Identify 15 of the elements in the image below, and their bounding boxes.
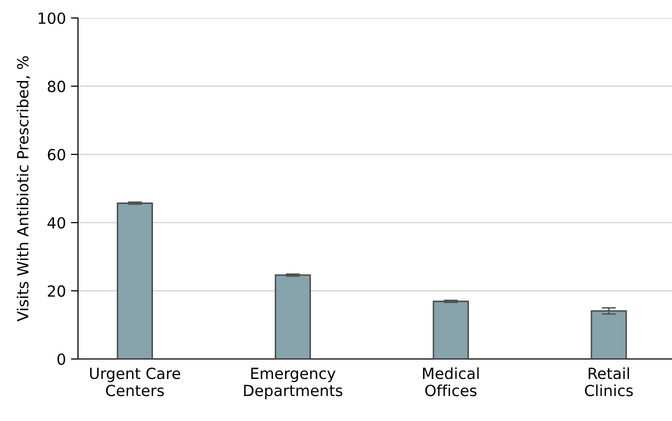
bar (590, 310, 627, 359)
y-axis-title: Visits With Antibiotic Prescribed, % (16, 56, 30, 322)
y-tick-label: 40 (48, 217, 66, 229)
y-tick-label: 0 (57, 353, 66, 366)
y-tick-label: 20 (48, 285, 66, 297)
bar (274, 274, 311, 359)
x-tick-label: Retail Clinics (584, 367, 633, 396)
y-tick-label: 80 (48, 80, 66, 92)
x-tick-label: Medical Offices (423, 367, 479, 396)
y-tick-label: 100 (38, 12, 66, 24)
bar (432, 300, 469, 359)
bar (116, 202, 153, 359)
y-tick-label: 60 (48, 148, 66, 160)
x-tick-label: Emergency Departments (244, 368, 342, 400)
x-tick-label: Urgent Care Centers (90, 368, 180, 396)
